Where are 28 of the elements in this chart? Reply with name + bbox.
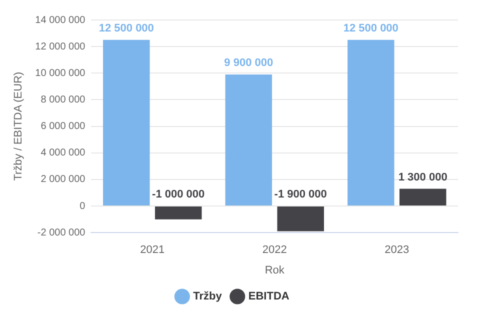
- y-tick-label: 0: [80, 200, 86, 212]
- y-tick-label: -2 000 000: [37, 227, 86, 238]
- x-axis-title: Rok: [264, 264, 285, 276]
- y-axis-title: Tržby / EBITDA (EUR): [12, 72, 25, 181]
- y-tick-label: 14 000 000: [35, 14, 86, 26]
- y-tick-label: 8 000 000: [40, 94, 86, 106]
- bar: [154, 206, 202, 220]
- x-tick-label: 2022: [262, 244, 287, 256]
- bar: [277, 206, 324, 232]
- data-label: -1 900 000: [274, 188, 327, 201]
- bar: [103, 40, 150, 206]
- data-label: -1 000 000: [152, 188, 205, 201]
- data-label: 1 300 000: [398, 171, 448, 184]
- y-tick-label: 6 000 000: [40, 121, 86, 132]
- legend-label: Tržby: [193, 290, 223, 303]
- bar: [225, 74, 272, 206]
- bar: [399, 188, 446, 206]
- x-tick-label: 2021: [140, 244, 165, 256]
- data-label: 9 900 000: [224, 57, 274, 70]
- bar: [348, 40, 394, 206]
- x-tick-label: 2023: [384, 244, 410, 256]
- y-tick-label: 4 000 000: [40, 148, 86, 159]
- y-tick-label: 10 000 000: [35, 68, 86, 79]
- y-tick-label: 12 000 000: [35, 41, 86, 52]
- data-label: 12 500 000: [98, 22, 154, 34]
- y-tick-label: 2 000 000: [40, 174, 86, 186]
- legend-label: EBITDA: [248, 290, 290, 303]
- data-label: 12 500 000: [343, 22, 398, 34]
